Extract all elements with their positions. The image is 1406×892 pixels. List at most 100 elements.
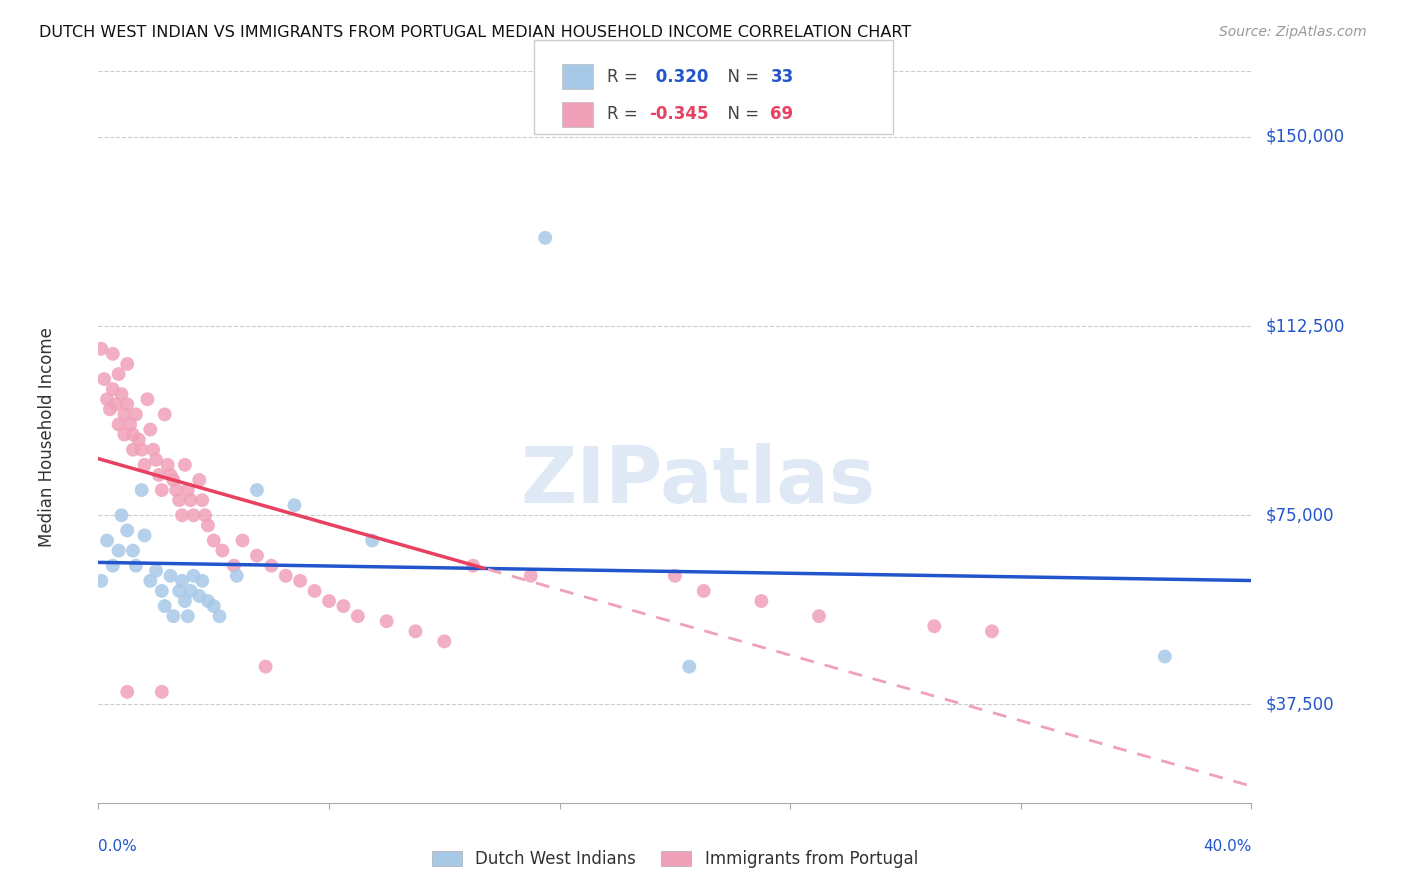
Point — [170, 508, 193, 523]
Point — [131, 442, 153, 457]
Point — [290, 574, 312, 588]
Text: Source: ZipAtlas.com: Source: ZipAtlas.com — [1219, 25, 1367, 39]
Point — [534, 231, 557, 245]
Point — [167, 583, 190, 598]
Text: $37,500: $37,500 — [1265, 696, 1334, 714]
Point — [112, 427, 135, 442]
Text: Median Household Income: Median Household Income — [38, 327, 56, 547]
Point — [188, 589, 211, 603]
Point — [222, 558, 245, 573]
Text: 33: 33 — [770, 68, 794, 86]
Point — [246, 549, 269, 563]
Point — [125, 558, 148, 573]
Point — [162, 473, 184, 487]
Point — [808, 609, 831, 624]
Legend: Dutch West Indians, Immigrants from Portugal: Dutch West Indians, Immigrants from Port… — [426, 844, 924, 875]
Text: DUTCH WEST INDIAN VS IMMIGRANTS FROM PORTUGAL MEDIAN HOUSEHOLD INCOME CORRELATIO: DUTCH WEST INDIAN VS IMMIGRANTS FROM POR… — [39, 25, 911, 40]
Point — [693, 583, 716, 598]
Point — [197, 518, 219, 533]
Point — [153, 408, 176, 422]
Point — [346, 609, 368, 624]
Point — [134, 458, 156, 472]
Point — [678, 659, 700, 673]
Point — [101, 347, 124, 361]
Point — [110, 387, 132, 401]
Point — [177, 609, 200, 624]
Text: 0.320: 0.320 — [650, 68, 709, 86]
Point — [159, 467, 181, 482]
Text: N =: N = — [717, 68, 765, 86]
Point — [150, 685, 173, 699]
Point — [208, 609, 231, 624]
Point — [150, 583, 173, 598]
Point — [117, 524, 139, 538]
Point — [93, 372, 115, 386]
Point — [751, 594, 773, 608]
Point — [153, 599, 176, 613]
Point — [274, 569, 297, 583]
Point — [117, 397, 139, 411]
Point — [120, 417, 142, 432]
Point — [170, 574, 193, 588]
Text: $75,000: $75,000 — [1265, 507, 1334, 524]
Point — [183, 508, 205, 523]
Point — [664, 569, 686, 583]
Point — [122, 427, 145, 442]
Text: N =: N = — [717, 105, 765, 123]
Point — [90, 574, 112, 588]
Point — [231, 533, 254, 548]
Point — [924, 619, 946, 633]
Text: R =: R = — [607, 105, 644, 123]
Text: $150,000: $150,000 — [1265, 128, 1344, 146]
Point — [177, 483, 200, 497]
Point — [981, 624, 1004, 639]
Text: -0.345: -0.345 — [650, 105, 709, 123]
Point — [125, 408, 148, 422]
Point — [191, 574, 214, 588]
Point — [197, 594, 219, 608]
Point — [225, 569, 247, 583]
Point — [107, 367, 129, 381]
Point — [145, 564, 167, 578]
Point — [191, 493, 214, 508]
Point — [162, 609, 184, 624]
Point — [332, 599, 354, 613]
Point — [202, 599, 225, 613]
Point — [104, 397, 127, 411]
Point — [318, 594, 340, 608]
Point — [211, 543, 233, 558]
Text: 0.0%: 0.0% — [98, 839, 138, 855]
Point — [117, 685, 139, 699]
Point — [150, 483, 173, 497]
Point — [188, 473, 211, 487]
Point — [1154, 649, 1177, 664]
Point — [98, 402, 121, 417]
Text: ZIPatlas: ZIPatlas — [520, 443, 876, 519]
Point — [112, 408, 135, 422]
Point — [180, 583, 202, 598]
Point — [254, 659, 277, 673]
Point — [461, 558, 484, 573]
Point — [260, 558, 283, 573]
Point — [90, 342, 112, 356]
Point — [107, 543, 129, 558]
Point — [122, 543, 145, 558]
Point — [134, 528, 156, 542]
Point — [101, 382, 124, 396]
Point — [110, 508, 132, 523]
Point — [145, 452, 167, 467]
Point — [131, 483, 153, 497]
Text: 69: 69 — [770, 105, 793, 123]
Point — [156, 458, 179, 472]
Point — [433, 634, 456, 648]
Point — [174, 594, 197, 608]
Point — [128, 433, 150, 447]
Point — [122, 442, 145, 457]
Text: 40.0%: 40.0% — [1204, 839, 1251, 855]
Point — [96, 392, 118, 407]
Point — [405, 624, 427, 639]
Point — [101, 558, 124, 573]
Point — [520, 569, 543, 583]
Point — [96, 533, 118, 548]
Point — [165, 483, 187, 497]
